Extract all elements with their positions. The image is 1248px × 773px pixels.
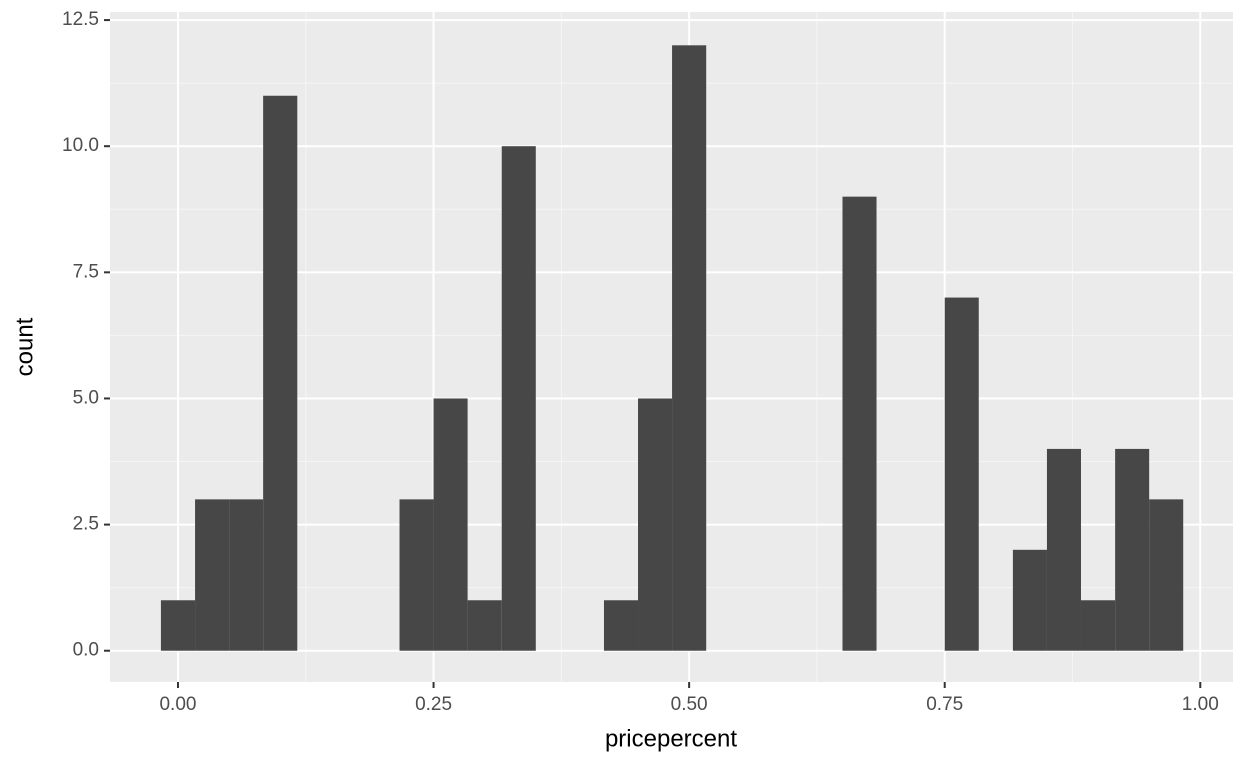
bar [842,196,877,651]
y-tick-label: 10.0 [62,135,99,156]
bar [638,398,673,651]
y-tick-label: 2.5 [73,514,99,535]
y-tick-label: 12.5 [62,9,99,30]
bar [1080,600,1116,651]
x-tick-label: 0.00 [159,694,196,715]
bar [160,600,196,651]
y-tick-label: 0.0 [73,640,99,661]
bar [1115,448,1150,651]
bar [399,499,434,651]
x-tick-label: 1.00 [1182,694,1219,715]
y-axis-title: count [11,317,38,376]
bar [195,499,230,651]
y-tick-label: 7.5 [73,261,99,282]
bar [1046,448,1081,651]
bar [603,600,639,651]
bar [944,297,979,651]
x-tick-label: 0.25 [415,694,452,715]
bar [467,600,502,651]
bar [1012,549,1047,651]
bar [672,45,707,651]
bar [1149,499,1184,651]
y-tick-label: 5.0 [73,387,99,408]
x-tick-label: 0.50 [671,694,708,715]
bar [433,398,468,651]
bar [229,499,264,651]
x-tick-label: 0.75 [926,694,963,715]
bar [501,146,536,651]
bar [263,95,298,651]
x-axis-title: pricepercent [605,725,737,752]
